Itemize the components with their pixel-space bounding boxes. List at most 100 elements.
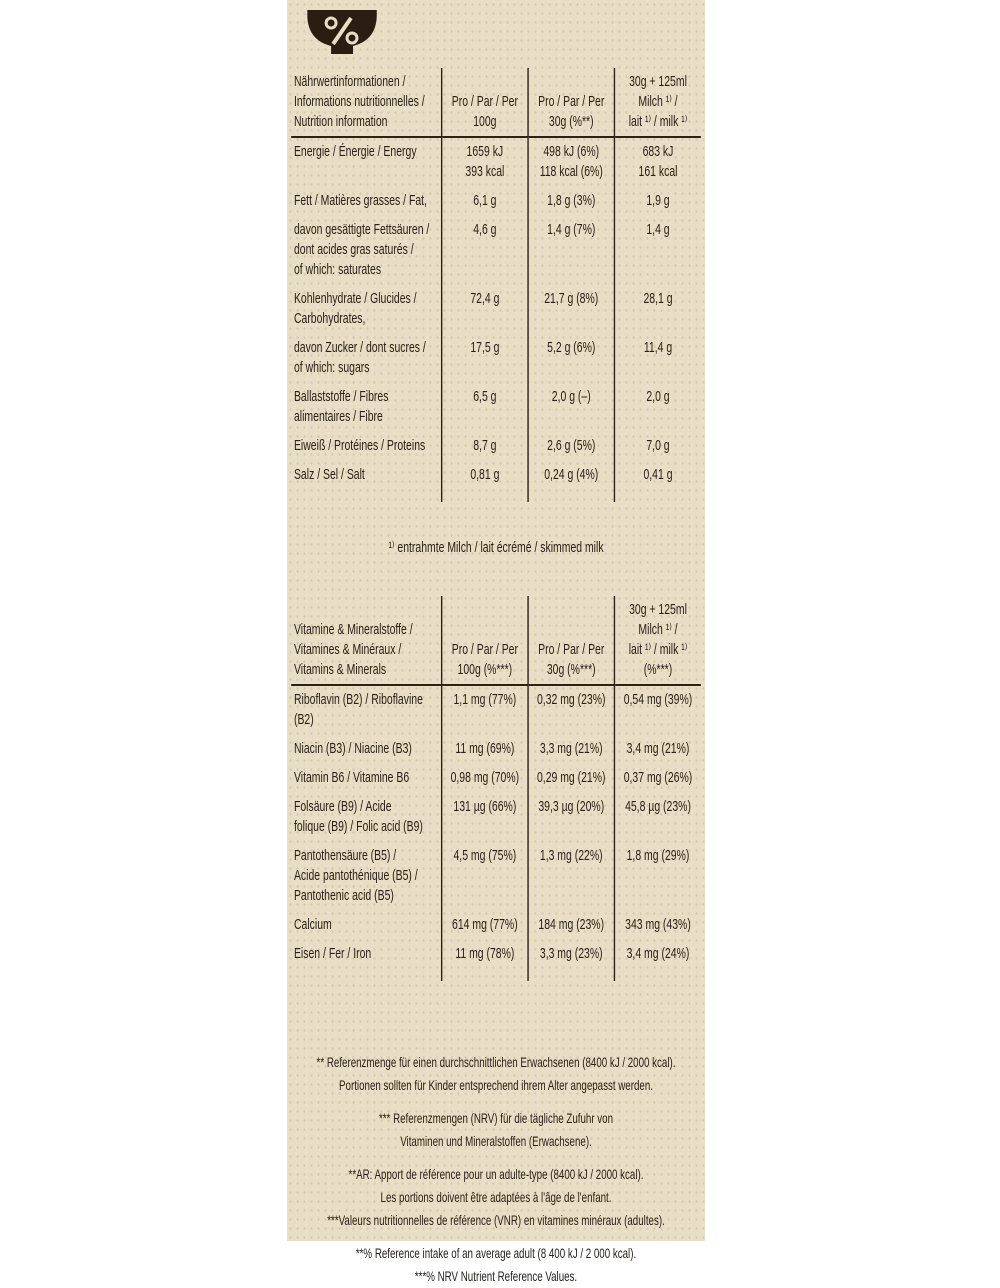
spacer-cell — [613, 490, 701, 502]
row-value: 2,6 g (5%) — [527, 432, 615, 461]
row-value: 4,5 mg (75%) — [440, 842, 529, 911]
row-label: Eiweiß / Protéines / Proteins — [293, 437, 426, 454]
footnote-line: **AR: Apport de référence pour un adulte… — [348, 1166, 644, 1182]
table-row: Pantothensäure (B5) / Acide pantothéniqu… — [291, 842, 701, 911]
table-row: Salz / Sel / Salt 0,81 g 0,24 g (4%) 0,41 g — [291, 461, 701, 490]
footnote-line: ** Referenzmenge für einen durchschnittl… — [316, 1054, 676, 1070]
table-row: Kohlenhydrate / Glucides / Carbohydrates… — [291, 285, 701, 334]
table-row: Ballaststoffe / Fibres alimentaires / Fi… — [291, 383, 701, 432]
row-label: Riboflavin (B2) / Riboflavine (B2) — [293, 691, 423, 728]
row-value: 72,4 g — [440, 285, 529, 334]
row-value: 1,4 g — [613, 216, 701, 285]
row-label: Energie / Énergie / Energy — [293, 143, 417, 160]
row-value: 0,32 mg (23%) — [527, 685, 615, 735]
row-value: 5,2 g (6%) — [527, 334, 615, 383]
column-header: Pro / Par / Per 100g — [440, 68, 529, 138]
row-value: 0,37 mg (26%) — [613, 764, 701, 793]
column-header: Nährwertinformationen / Informations nut… — [291, 68, 442, 138]
milk-footnote: ¹⁾ entrahmte Milch / lait écrémé / skimm… — [388, 539, 604, 556]
column-header: Vitamine & Mineralstoffe / Vitamines & M… — [291, 596, 442, 686]
row-value: 11,4 g — [613, 334, 701, 383]
row-label: Vitamin B6 / Vitamine B6 — [293, 769, 410, 786]
row-value: 683 kJ 161 kcal — [613, 137, 701, 187]
footnote-line: Les portions doivent être adaptées à l'â… — [380, 1189, 612, 1205]
row-value: 184 mg (23%) — [527, 911, 615, 940]
footnote-line: Vitaminen und Mineralstoffen (Erwachsene… — [400, 1133, 592, 1149]
spacer-cell — [613, 969, 701, 981]
row-value: 11 mg (78%) — [440, 940, 529, 969]
panel-content: Nährwertinformationen / Informations nut… — [287, 0, 705, 1288]
table-row: Eiweiß / Protéines / Proteins 8,7 g 2,6 g … — [291, 432, 701, 461]
nutrition-table: Nährwertinformationen / Informations nut… — [291, 68, 701, 502]
footnote-line: Portionen sollten für Kinder entsprechen… — [339, 1077, 653, 1093]
row-value: 0,98 mg (70%) — [440, 764, 529, 793]
row-value: 8,7 g — [440, 432, 529, 461]
table-bottom-spacer — [291, 969, 701, 981]
row-value: 3,4 mg (24%) — [613, 940, 701, 969]
percent-bowl-icon — [307, 10, 377, 54]
spacer-cell — [440, 490, 529, 502]
column-header: Pro / Par / Per 30g (%***) — [527, 596, 615, 686]
row-value: 1,1 mg (77%) — [440, 685, 529, 735]
row-label: davon Zucker / dont sucres / of which: s… — [293, 339, 426, 376]
row-value: 45,8 µg (23%) — [613, 793, 701, 842]
row-label: Salz / Sel / Salt — [293, 466, 365, 483]
table-row: davon gesättigte Fettsäuren / dont acide… — [291, 216, 701, 285]
table-row: Fett / Matières grasses / Fat, 6,1 g 1,8 g… — [291, 187, 701, 216]
table-row: Riboflavin (B2) / Riboflavine (B2) 1,1 mg… — [291, 685, 701, 735]
vitamins-table: Vitamine & Mineralstoffe / Vitamines & M… — [291, 596, 701, 981]
row-value: 2,0 g — [613, 383, 701, 432]
row-value: 614 mg (77%) — [440, 911, 529, 940]
header-row: Nährwertinformationen / Informations nut… — [291, 68, 701, 138]
table-row: Calcium 614 mg (77%) 184 mg (23%) 343 mg (4… — [291, 911, 701, 940]
row-label: Eisen / Fer / Iron — [293, 945, 372, 962]
footnote-line: ***% NRV Nutrient Reference Values. — [414, 1268, 578, 1284]
nutrition-panel: Nährwertinformationen / Informations nut… — [287, 0, 705, 1284]
row-value: 131 µg (66%) — [440, 793, 529, 842]
row-value: 343 mg (43%) — [613, 911, 701, 940]
row-value: 3,3 mg (23%) — [527, 940, 615, 969]
row-value: 1,3 mg (22%) — [527, 842, 615, 911]
row-value: 21,7 g (8%) — [527, 285, 615, 334]
row-value: 11 mg (69%) — [440, 735, 529, 764]
row-value: 498 kJ (6%) 118 kcal (6%) — [527, 137, 615, 187]
row-value: 17,5 g — [440, 334, 529, 383]
table-row: Niacin (B3) / Niacine (B3) 11 mg (69%) 3,3… — [291, 735, 701, 764]
row-value: 0,29 mg (21%) — [527, 764, 615, 793]
spacer-cell — [527, 969, 615, 981]
row-label: Pantothensäure (B5) / Acide pantothéniqu… — [293, 847, 418, 904]
row-value: 4,6 g — [440, 216, 529, 285]
spacer-cell — [291, 969, 441, 981]
row-value: 6,5 g — [440, 383, 529, 432]
column-header: Pro / Par / Per 30g (%**) — [527, 68, 615, 138]
footnote-line: *** Referenzmengen (NRV) für die täglich… — [378, 1110, 614, 1126]
table-row: Folsäure (B9) / Acide folique (B9) / Fol… — [291, 793, 701, 842]
row-value: 0,54 mg (39%) — [613, 685, 701, 735]
spacer-cell — [527, 490, 615, 502]
row-value: 1,9 g — [613, 187, 701, 216]
row-value: 28,1 g — [613, 285, 701, 334]
row-value: 39,3 µg (20%) — [527, 793, 615, 842]
row-label: Calcium — [293, 916, 332, 933]
spacer-cell — [291, 490, 441, 502]
row-label: Niacin (B3) / Niacine (B3) — [293, 740, 412, 757]
table-bottom-spacer — [291, 490, 701, 502]
row-value: 0,24 g (4%) — [527, 461, 615, 490]
table-row: Energie / Énergie / Energy 1659 kJ 393 kc… — [291, 137, 701, 187]
table-row: Eisen / Fer / Iron 11 mg (78%) 3,3 mg (23%… — [291, 940, 701, 969]
footnotes: ** Referenzmenge für einen durchschnittl… — [287, 1051, 705, 1288]
column-header: 30g + 125ml Milch ¹⁾ / lait ¹⁾ / milk ¹⁾… — [613, 596, 701, 686]
table-row: davon Zucker / dont sucres / of which: s… — [291, 334, 701, 383]
row-value: 2,0 g (–) — [527, 383, 615, 432]
row-value: 0,41 g — [613, 461, 701, 490]
row-label: davon gesättigte Fettsäuren / dont acide… — [293, 221, 430, 278]
header-row: Vitamine & Mineralstoffe / Vitamines & M… — [291, 596, 701, 686]
row-label: Fett / Matières grasses / Fat, — [293, 192, 427, 209]
footnote-line: ***Valeurs nutritionnelles de référence … — [327, 1212, 665, 1228]
row-value: 0,81 g — [440, 461, 529, 490]
column-header: 30g + 125ml Milch ¹⁾ / lait ¹⁾ / milk ¹⁾ — [613, 68, 701, 138]
row-value: 1659 kJ 393 kcal — [440, 137, 529, 187]
row-value: 1,4 g (7%) — [527, 216, 615, 285]
table-row: Vitamin B6 / Vitamine B6 0,98 mg (70%) 0,2… — [291, 764, 701, 793]
row-value: 3,4 mg (21%) — [613, 735, 701, 764]
